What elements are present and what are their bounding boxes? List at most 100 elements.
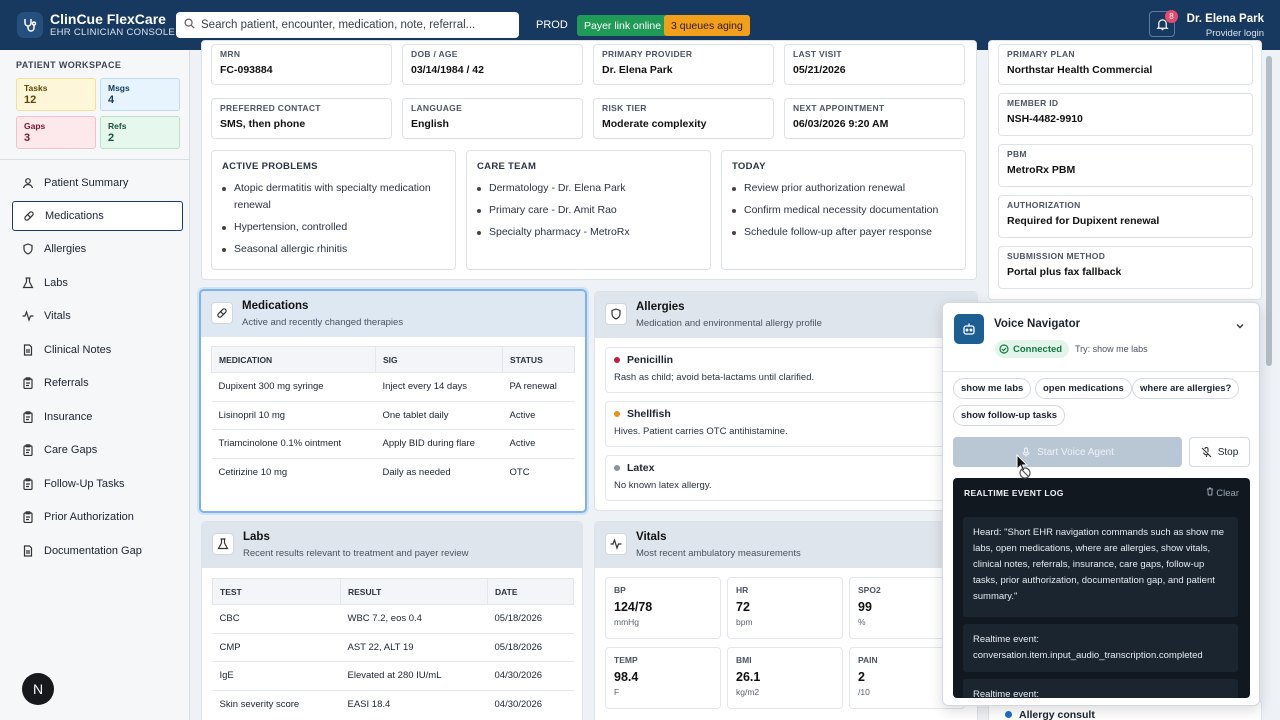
panel-header: Allergies Medication and environmental a… (595, 292, 977, 338)
shield-icon (605, 303, 627, 325)
clipboard-icon (23, 411, 33, 423)
nav-item-labs[interactable]: Labs (12, 268, 183, 298)
nav-item-referrals[interactable]: Referrals (12, 368, 183, 398)
allergy-item: Penicillin Rash as child; avoid beta-lac… (605, 347, 945, 393)
vital-value: 2 (858, 670, 865, 684)
list-item: Specialty pharmacy - MetroRx (477, 224, 700, 241)
panel-title: Medications (242, 300, 309, 312)
table-cell: Triamcinolone 0.1% ointment (211, 429, 376, 458)
search-input[interactable] (201, 19, 501, 31)
suggestion-chip[interactable]: show me labs (953, 378, 1032, 399)
allergies-panel[interactable]: Allergies Medication and environmental a… (594, 291, 978, 511)
allergy-note: Rash as child; avoid beta-lactams until … (614, 372, 815, 383)
section-title: ACTIVE PROBLEMS (222, 161, 318, 172)
clipboard-icon (23, 377, 33, 389)
clipboard-icon (23, 511, 33, 523)
medications-panel[interactable]: Medications Active and recently changed … (199, 289, 587, 513)
tasks-counter-card[interactable]: Tasks 12 (16, 78, 96, 111)
table-row[interactable]: Triamcinolone 0.1% ointment Apply BID du… (211, 429, 575, 458)
trash-icon (1206, 487, 1213, 496)
queues-badge[interactable]: 3 queues aging (664, 15, 750, 36)
start-voice-agent-button[interactable]: Start Voice Agent (953, 437, 1182, 467)
field-value: Moderate complexity (602, 118, 707, 130)
nav-label: Insurance (44, 411, 93, 423)
clear-label: Clear (1216, 488, 1239, 499)
pill-icon (24, 211, 34, 221)
sidebar: PATIENT WORKSPACE Tasks 12 Msgs 4 Gaps 3… (0, 50, 190, 720)
labs-panel[interactable]: Labs Recent results relevant to treatmen… (201, 521, 583, 720)
field-value: Dr. Elena Park (602, 64, 673, 76)
table-cell: PA renewal (502, 372, 575, 401)
demographic-field: PRIMARY PROVIDER Dr. Elena Park (593, 44, 774, 85)
vitals-panel[interactable]: Vitals Most recent ambulatory measuremen… (594, 521, 978, 720)
messages-counter-card[interactable]: Msgs 4 (100, 78, 180, 111)
table-cell: IgE (212, 661, 341, 690)
notifications-button[interactable] (1149, 11, 1175, 37)
panel-header: Medications Active and recently changed … (201, 291, 585, 337)
connection-status-badge: Connected (995, 340, 1070, 358)
field-label: SUBMISSION METHOD (1007, 251, 1106, 261)
nav-item-documentation-gap[interactable]: Documentation Gap (12, 536, 183, 566)
voice-navigator-panel: Voice Navigator Connected Try: show me l… (942, 302, 1260, 706)
nav-item-medications[interactable]: Medications (12, 201, 183, 231)
nav-item-prior-authorization[interactable]: Prior Authorization (12, 502, 183, 532)
table-row[interactable]: Dupixent 300 mg syringe Inject every 14 … (211, 372, 575, 401)
nav-label: Allergies (44, 243, 87, 255)
status-dot (1005, 711, 1012, 718)
table-row[interactable]: Skin severity score EASI 18.4 04/30/2026 (212, 689, 574, 719)
demographic-field: DOB / AGE 03/14/1984 / 42 (402, 44, 583, 85)
nav-item-follow-up-tasks[interactable]: Follow-Up Tasks (12, 469, 183, 499)
column-header: SIG (375, 346, 503, 373)
notification-count-badge: 8 (1165, 10, 1178, 23)
nav-item-vitals[interactable]: Vitals (12, 301, 183, 331)
allergy-name: Latex (627, 462, 655, 474)
table-row[interactable]: IgE Elevated at 280 IU/mL 04/30/2026 (212, 661, 574, 690)
field-label: PRIMARY PROVIDER (602, 49, 693, 59)
search-box[interactable] (176, 12, 519, 38)
nav-item-allergies[interactable]: Allergies (12, 234, 183, 264)
suggestion-chip[interactable]: where are allergies? (1132, 378, 1240, 399)
user-name[interactable]: Dr. Elena Park (1186, 13, 1264, 25)
vital-label: TEMP (614, 655, 638, 665)
insurance-field: PBM MetroRx PBM (998, 144, 1253, 187)
table-cell: WBC 7.2, eos 0.4 (340, 604, 488, 633)
insurance-field: SUBMISSION METHOD Portal plus fax fallba… (998, 246, 1253, 289)
counter-value: 3 (24, 132, 31, 144)
referrals-counter-card[interactable]: Refs 2 (100, 116, 180, 149)
medications-table: MEDICATION SIG STATUS Dupixent 300 mg sy… (211, 346, 575, 487)
assistant-launcher-button[interactable]: N (22, 673, 54, 705)
table-row[interactable]: CMP AST 22, ALT 19 05/18/2026 (212, 632, 574, 662)
active-problems-section: ACTIVE PROBLEMS Atopic dermatitis with s… (211, 150, 456, 270)
nav-item-patient-summary[interactable]: Patient Summary (12, 168, 183, 198)
vital-unit: /10 (858, 687, 870, 697)
list-item: Atopic dermatitis with specialty medicat… (222, 180, 432, 214)
counter-label: Gaps (24, 121, 46, 131)
care-team-section: CARE TEAM Dermatology - Dr. Elena Park P… (466, 150, 711, 270)
gaps-counter-card[interactable]: Gaps 3 (16, 116, 96, 149)
clear-log-button[interactable]: Clear (1206, 487, 1239, 499)
counter-label: Msgs (108, 83, 130, 93)
chevron-down-icon[interactable] (1235, 320, 1245, 334)
search-icon (184, 18, 195, 32)
vital-card-bp: BP 124/78 mmHg (605, 577, 721, 639)
mic-off-icon (1201, 446, 1212, 457)
page-scrollbar[interactable] (1266, 56, 1272, 366)
table-row[interactable]: Lisinopril 10 mg One tablet daily Active (211, 400, 575, 430)
stop-button[interactable]: Stop (1189, 437, 1250, 467)
referral-label[interactable]: Allergy consult (1019, 709, 1095, 720)
demographic-field: NEXT APPOINTMENT 06/03/2026 9:20 AM (784, 98, 965, 139)
divider (943, 371, 1259, 372)
nav-item-clinical-notes[interactable]: Clinical Notes (12, 335, 183, 365)
insurance-field: MEMBER ID NSH-4482-9910 (998, 93, 1253, 136)
vital-value: 99 (858, 600, 872, 614)
suggestion-chip[interactable]: show follow-up tasks (953, 405, 1066, 426)
nav-item-care-gaps[interactable]: Care Gaps (12, 435, 183, 465)
table-row[interactable]: CBC WBC 7.2, eos 0.4 05/18/2026 (212, 604, 574, 633)
nav-item-insurance[interactable]: Insurance (12, 402, 183, 432)
table-header-row: TEST RESULT DATE (212, 578, 574, 605)
vital-card-hr: HR 72 bpm (727, 577, 843, 639)
allergy-name: Penicillin (627, 354, 674, 366)
table-row[interactable]: Cetirizine 10 mg Daily as needed OTC (211, 457, 575, 487)
list-item: Seasonal allergic rhinitis (222, 241, 445, 258)
suggestion-chip[interactable]: open medications (1035, 378, 1132, 399)
